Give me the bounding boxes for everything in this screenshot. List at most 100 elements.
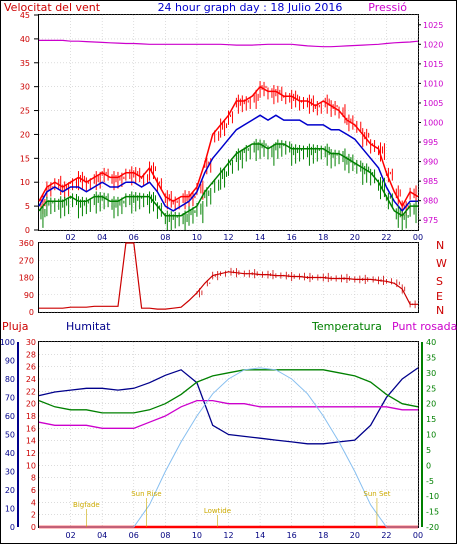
direction-left-axis: 0 90 180 270 360 — [19, 239, 34, 317]
direction-tick-label: 360 — [19, 239, 34, 248]
rain-tick-label: 4 — [31, 498, 36, 507]
temp-x-axis: 02 04 06 08 10 12 14 16 18 20 22 00 — [65, 531, 423, 540]
temp-x-tick-label: 00 — [413, 531, 423, 540]
temperature-tick-label: -10 — [426, 492, 439, 501]
rain-tick-label: 16 — [26, 424, 36, 433]
humidity-tick-label: 20 — [5, 486, 15, 495]
rain-tick-label: 28 — [26, 350, 36, 359]
wind-x-tick-label: 00 — [413, 233, 423, 242]
temp-x-tick-label: 08 — [160, 531, 170, 540]
compass-n-top: N — [436, 239, 444, 252]
rain-tick-label: 14 — [26, 437, 36, 446]
temp-x-tick-label: 18 — [318, 531, 328, 540]
temperature-title: Temperatura — [311, 320, 382, 333]
wind-tick-label: 45 — [20, 11, 30, 20]
astro-label: Sun Set — [363, 490, 390, 498]
humidity-tick-label: 70 — [5, 394, 15, 403]
rain-tick-label: 20 — [26, 400, 36, 409]
wind-line — [38, 114, 418, 213]
pressure-tick-label: 1015 — [423, 60, 443, 69]
temperature-tick-label: -15 — [426, 508, 439, 517]
wind-x-tick-label: 08 — [160, 233, 170, 242]
compass-n-bottom: N — [436, 304, 444, 317]
humidity-tick-label: 30 — [5, 468, 15, 477]
temp-x-tick-label: 02 — [65, 531, 75, 540]
pressure-tick-label: 1010 — [423, 79, 443, 88]
pressure-tick-label: 995 — [423, 138, 438, 147]
humidity-tick-label: 40 — [5, 449, 15, 458]
rain-tick-label: 6 — [31, 486, 36, 495]
temperature-tick-label: -20 — [426, 523, 439, 532]
direction-tick-label: 270 — [19, 256, 34, 265]
wind-speed-title: Velocitat del vent — [4, 1, 101, 14]
wind-x-tick-label: 06 — [129, 233, 139, 242]
wind-x-axis: 02 04 06 08 10 12 14 16 18 20 22 00 — [65, 233, 423, 242]
temperature-tick-label: 5 — [426, 446, 431, 455]
pressure-tick-label: 1025 — [423, 21, 443, 30]
temperature-tick-label: 30 — [426, 369, 436, 378]
wind-series — [38, 39, 419, 230]
pressure-tick-label: 980 — [423, 197, 438, 206]
wind-tick-label: 40 — [20, 35, 30, 44]
direction-series — [39, 242, 418, 310]
rain-tick-label: 18 — [26, 412, 36, 421]
temperature-tick-label: 0 — [426, 461, 431, 470]
rain-tick-label: 22 — [26, 387, 36, 396]
wind-x-tick-label: 18 — [318, 233, 328, 242]
wind-tick-label: 0 — [25, 226, 30, 235]
rain-tick-label: 2 — [31, 511, 36, 520]
temp-x-tick-label: 04 — [97, 531, 107, 540]
temperature-tick-label: 20 — [426, 400, 436, 409]
wind-tick-label: 5 — [25, 202, 30, 211]
rain-tick-label: 30 — [26, 338, 36, 347]
wind-tick-label: 20 — [20, 130, 30, 139]
humidity-tick-label: 100 — [0, 338, 15, 347]
rain-tick-label: 0 — [31, 523, 36, 532]
humidity-axis: 0 10 20 30 40 50 60 70 80 90 100 — [0, 338, 19, 532]
temp-x-tick-label: 06 — [129, 531, 139, 540]
solar-line — [39, 367, 418, 528]
humidity-tick-label: 90 — [5, 357, 15, 366]
direction-panel: 0 90 180 270 360 N W S E N — [19, 239, 447, 317]
temp-x-tick-label: 12 — [223, 531, 233, 540]
temperature-tick-label: 35 — [426, 353, 436, 362]
wind-tick-label: 15 — [20, 154, 30, 163]
temperature-line — [38, 369, 419, 414]
temp-grid — [39, 341, 419, 528]
compass-w: W — [436, 257, 447, 270]
temperature-tick-label: 15 — [426, 415, 436, 424]
wind-tick-label: 35 — [20, 59, 30, 68]
pressure-title: Pressió — [368, 1, 407, 14]
wind-x-tick-label: 10 — [192, 233, 202, 242]
rain-title: Pluja — [2, 320, 28, 333]
rain-tick-label: 24 — [26, 375, 36, 384]
wind-x-tick-label: 02 — [65, 233, 75, 242]
humidity-tick-label: 10 — [5, 505, 15, 514]
direction-tick-label: 180 — [19, 274, 34, 283]
chart-title: 24 hour graph day : 18 Julio 2016 — [158, 1, 343, 14]
compass-s: S — [436, 275, 443, 288]
temp-series — [38, 367, 419, 529]
rain-tick-label: 10 — [26, 461, 36, 470]
temperature-tick-label: 10 — [426, 431, 436, 440]
pressure-tick-label: 1005 — [423, 99, 443, 108]
temp-x-tick-label: 16 — [287, 531, 297, 540]
astro-label: Sun Rise — [131, 490, 161, 498]
temp-x-tick-label: 20 — [350, 531, 360, 540]
wind-left-axis: 0 5 10 15 20 25 30 35 40 45 — [20, 11, 38, 235]
pressure-right-axis: 975 980 985 990 995 1000 1005 1010 1015 1020 1025 — [418, 21, 443, 225]
wind-tick-label: 10 — [20, 178, 30, 187]
wind-x-tick-label: 14 — [255, 233, 265, 242]
temperature-tick-label: 40 — [426, 338, 436, 347]
temperature-tick-label: -5 — [426, 477, 434, 486]
pressure-tick-label: 1000 — [423, 119, 443, 128]
wind-x-tick-label: 20 — [350, 233, 360, 242]
humidity-title: Humitat — [66, 320, 111, 333]
temp-x-tick-label: 10 — [192, 531, 202, 540]
astronomy-labels: Bigfade Sun Rise Lowtide Sun Set — [73, 490, 391, 527]
pressure-line — [39, 39, 419, 48]
